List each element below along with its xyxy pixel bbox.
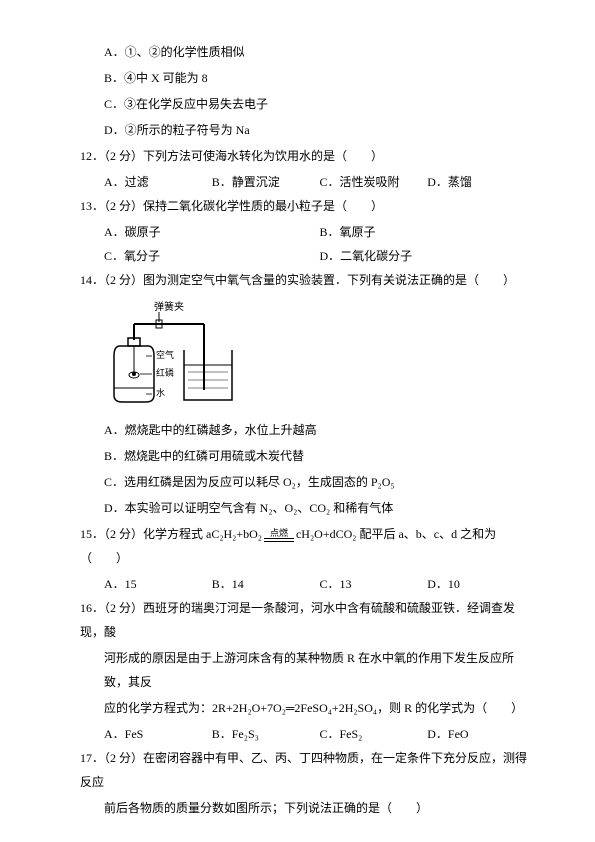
q15-stem-before: 15．（2 分）化学方程式 aC₂H₂+bO₂	[80, 527, 262, 541]
q12-option-c: C．活性炭吸附	[320, 170, 428, 194]
q13-option-c: C．氧分子	[104, 244, 320, 268]
q16-options: A．FeS B．Fe₂S₃ C．FeS₂ D．FeO	[80, 722, 535, 746]
q14-option-a: A．燃烧匙中的红磷越多，水位上升越高	[80, 418, 535, 442]
q14-stem: 14．（2 分）图为测定空气中氧气含量的实验装置．下列有关说法正确的是（ ）	[80, 268, 535, 292]
q13-option-d: D．二氧化碳分子	[320, 244, 536, 268]
q12-stem: 12．（2 分）下列方法可使海水转化为饮用水的是（ ）	[80, 144, 535, 168]
q15-options: A．15 B．14 C．13 D．10	[80, 572, 535, 596]
q12-option-a: A．过滤	[104, 170, 212, 194]
q16-option-d: D．FeO	[427, 722, 535, 746]
q16-line3: 应的化学方程式为：2R+2H₂O+7O₂═2FeSO₄+2H₂SO₄，则 R 的…	[80, 696, 535, 720]
q17-line2: 前后各物质的质量分数如图所示；下列说法正确的是（ ）	[80, 796, 535, 820]
q15-condition: 点燃	[264, 529, 294, 538]
q11-option-d: D．②所示的粒子符号为 Na	[80, 118, 535, 142]
q12-option-d: D．蒸馏	[427, 170, 535, 194]
q11-option-a: A．①、②的化学性质相似	[80, 40, 535, 64]
q13-stem: 13．（2 分）保持二氧化碳化学性质的最小粒子是（ ）	[80, 194, 535, 218]
q15-stem: 15．（2 分）化学方程式 aC₂H₂+bO₂点燃cH₂O+dCO₂ 配平后 a…	[80, 522, 535, 570]
q11-option-c: C．③在化学反应中易失去电子	[80, 92, 535, 116]
q14-option-c: C．选用红磷是因为反应可以耗尽 O₂，生成固态的 P₂O₅	[80, 470, 535, 494]
q13-option-b: B．氧原子	[320, 220, 536, 244]
q13-row2: C．氧分子 D．二氧化碳分子	[80, 244, 535, 268]
q15-option-c: C．13	[320, 572, 428, 596]
q16-option-c: C．FeS₂	[320, 722, 428, 746]
q16-line2: 河形成的原因是由于上游河床含有的某种物质 R 在水中氧的作用下发生反应所致，其反	[80, 646, 535, 694]
label-water: 水	[156, 387, 165, 398]
q16-line1: 16．（2 分）西班牙的瑞奥汀河是一条酸河，河水中含有硫酸和硫酸亚铁．经调查发现…	[80, 596, 535, 644]
q14-diagram: 弹簧夹 空气 红磷 水	[104, 300, 244, 410]
q12-option-b: B．静置沉淀	[212, 170, 320, 194]
q15-option-b: B．14	[212, 572, 320, 596]
label-air: 空气	[156, 349, 174, 360]
q13-option-a: A．碳原子	[104, 220, 320, 244]
q14-option-b: B．燃烧匙中的红磷可用硫或木炭代替	[80, 444, 535, 468]
q16-option-b: B．Fe₂S₃	[212, 722, 320, 746]
q17-line1: 17．（2 分）在密闭容器中有甲、乙、丙、丁四种物质，在一定条件下充分反应，测得…	[80, 746, 535, 794]
q16-option-a: A．FeS	[104, 722, 212, 746]
q14-option-d: D．本实验可以证明空气含有 N₂、O₂、CO₂ 和稀有气体	[80, 496, 535, 520]
q13-row1: A．碳原子 B．氧原子	[80, 220, 535, 244]
q15-option-d: D．10	[427, 572, 535, 596]
q11-option-b: B．④中 X 可能为 8	[80, 66, 535, 90]
label-phosphorus: 红磷	[156, 367, 174, 378]
q15-option-a: A．15	[104, 572, 212, 596]
q12-options: A．过滤 B．静置沉淀 C．活性炭吸附 D．蒸馏	[80, 170, 535, 194]
label-spring-clip: 弹簧夹	[154, 300, 184, 313]
